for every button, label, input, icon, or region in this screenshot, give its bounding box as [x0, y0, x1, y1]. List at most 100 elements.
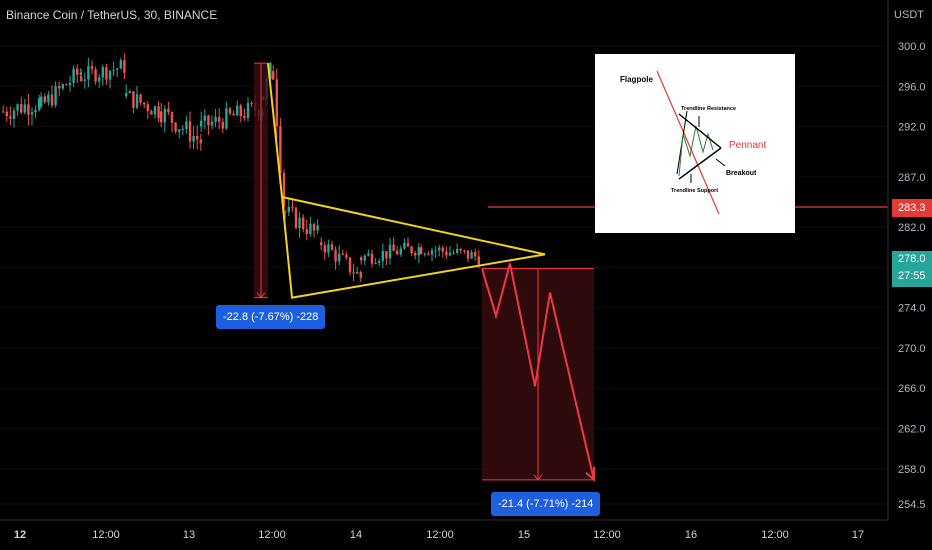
candle-body [80, 76, 83, 81]
time-axis[interactable]: 12 12:00 13 12:00 14 12:00 15 12:00 16 12:00 17 [0, 519, 888, 541]
candle-body [225, 108, 228, 129]
candle-body [239, 105, 242, 116]
candle-body [94, 69, 97, 82]
diagram-breakout-label: Breakout [726, 170, 757, 177]
candle-body [139, 94, 142, 103]
candle-body [414, 253, 417, 256]
candle-body [108, 70, 112, 80]
candle-body [427, 253, 430, 255]
diagram-support-line [678, 147, 722, 180]
candle-body [452, 252, 455, 254]
candle-body [359, 271, 362, 278]
time-tick-label: 15 [518, 529, 530, 541]
candle-body [381, 251, 384, 261]
candle-body [34, 109, 37, 113]
candle-body [298, 217, 301, 228]
candle-body [403, 242, 406, 249]
candle-body [388, 244, 392, 259]
currency-unit: USDT [894, 9, 924, 21]
candle-body [441, 247, 444, 252]
candle-body [135, 94, 139, 108]
price-tick-label: 300.0 [898, 41, 926, 53]
candle-body [272, 71, 275, 80]
candle-body [61, 84, 64, 89]
candle-body [87, 66, 90, 80]
candle-body [348, 257, 352, 273]
candle-body [477, 256, 480, 265]
candle-body [157, 106, 160, 119]
target-measure-label[interactable]: -21.4 (-7.71%) -214 [491, 492, 601, 516]
price-tick-label: 292.0 [898, 122, 926, 134]
candle-body [2, 111, 5, 113]
time-tick-label: 12:00 [593, 529, 621, 541]
candle-body [327, 244, 330, 253]
candle-body [385, 251, 388, 259]
pennant-reference-image: Flagpole Trendline Resistance Pennant Br… [595, 54, 795, 233]
time-tick-label: 12:00 [426, 529, 454, 541]
candle-body [410, 246, 413, 254]
candle-body [98, 77, 101, 82]
candle-body [456, 248, 459, 253]
price-tick-label: 287.0 [898, 172, 926, 184]
time-tick-label: 12 [14, 529, 26, 541]
candle-body [199, 139, 202, 144]
candle-body [250, 103, 253, 105]
candle-body [294, 208, 298, 228]
candle-body [360, 257, 363, 261]
candle-body [40, 96, 43, 107]
time-tick-label: 12:00 [761, 529, 789, 541]
candle-body [438, 247, 441, 251]
candle-body [279, 126, 282, 173]
candle-body [291, 206, 294, 209]
symbol-title[interactable]: Binance Coin / TetherUS, 30, BINANCE [6, 8, 218, 22]
candle-body [105, 67, 108, 80]
projection-arrow-icon [585, 466, 595, 483]
candle-body [146, 104, 149, 112]
candle-body [316, 225, 319, 231]
time-tick-label: 13 [183, 529, 195, 541]
candle-body [470, 252, 473, 259]
price-tick-label: 282.0 [898, 222, 926, 234]
candle-countdown: 27:55 [898, 270, 926, 282]
candle-body [65, 84, 68, 86]
candle-body [367, 253, 370, 256]
candle-body [203, 115, 206, 121]
price-tick-label: 296.0 [898, 81, 926, 93]
candle-body [178, 129, 181, 132]
candle-body [374, 262, 377, 264]
candle-body [50, 94, 54, 106]
candle-body [282, 172, 286, 208]
price-tick-label: 270.0 [898, 343, 926, 355]
current-price-tag: 278.0 27:55 [892, 251, 932, 287]
candle-body [284, 212, 287, 214]
price-tick-label: 254.5 [898, 499, 926, 511]
drawing-overlays [254, 62, 888, 483]
candle-body [218, 116, 221, 122]
diagram-support-label: Trendline Support [671, 188, 718, 194]
candle-body [150, 111, 153, 115]
candle-body [334, 249, 337, 262]
price-tick-label: 266.0 [898, 383, 926, 395]
candles [2, 53, 480, 283]
candle-body [330, 244, 334, 250]
candle-body [167, 108, 170, 113]
candle-body [459, 248, 462, 251]
candle-body [20, 104, 23, 113]
time-tick-label: 12:00 [258, 529, 286, 541]
candle-body [399, 248, 402, 255]
time-tick-label: 16 [685, 529, 697, 541]
candle-body [370, 253, 374, 264]
price-tick-label: 274.0 [898, 303, 926, 315]
candle-body [474, 252, 477, 257]
flagpole-measure-label[interactable]: -22.8 (-7.67%) -228 [216, 305, 326, 329]
candle-body [323, 245, 326, 253]
candle-body [188, 121, 192, 142]
candle-body [466, 250, 470, 259]
time-tick-label: 12:00 [92, 529, 120, 541]
candle-body [430, 250, 434, 255]
candle-body [128, 91, 131, 94]
candle-body [38, 98, 41, 110]
candle-body [287, 206, 290, 213]
candle-body [275, 79, 278, 127]
